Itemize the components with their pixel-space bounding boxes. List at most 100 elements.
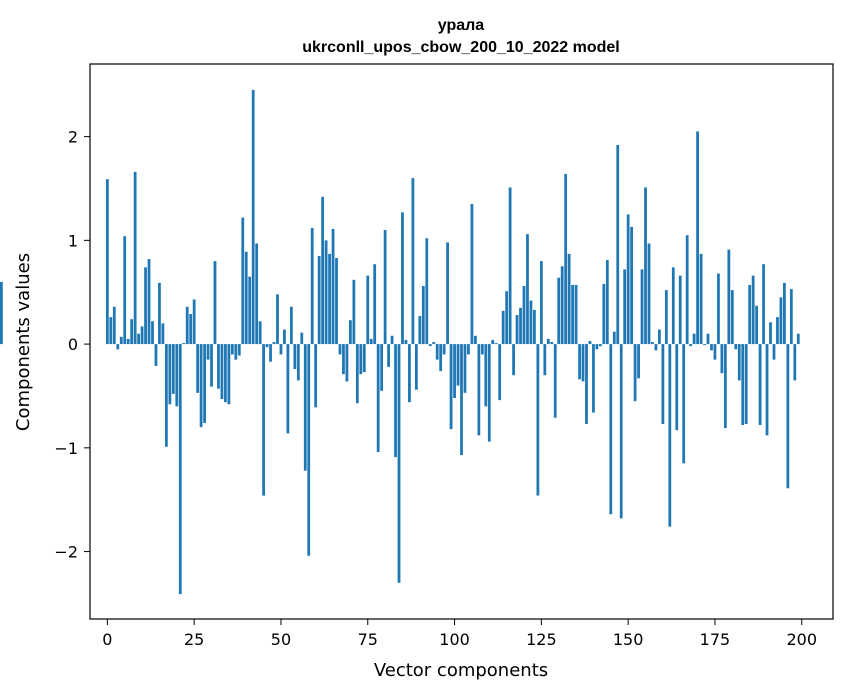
- bar-component-108: [480, 344, 484, 355]
- bar-component-18: [168, 344, 172, 405]
- bar-component-52: [286, 344, 290, 434]
- bar-component-198: [793, 344, 797, 381]
- bar-component-84: [397, 344, 401, 583]
- bar-component-89: [414, 344, 418, 390]
- bar-component-141: [595, 344, 599, 350]
- x-tick-label: 0: [102, 630, 112, 649]
- bar-component-16: [161, 323, 165, 345]
- bar-component-53: [289, 306, 293, 345]
- y-tick-label: −1: [54, 439, 78, 458]
- bar-component-48: [272, 342, 276, 345]
- bar-component-2: [112, 306, 116, 345]
- bar-component-58: [307, 344, 311, 556]
- bar-component-15: [158, 282, 161, 345]
- x-axis-ticks: 0 25 50 75 100 125 150 175 200: [102, 619, 817, 649]
- bar-component-56: [300, 332, 304, 345]
- bar-component-195: [783, 282, 786, 345]
- bar-component-183: [741, 344, 745, 426]
- bar-component-115: [505, 291, 509, 345]
- bar-component-171: [699, 253, 703, 345]
- bar-component-173: [706, 333, 710, 345]
- bar-component-86: [404, 339, 408, 345]
- bar-component-80: [383, 229, 387, 345]
- bar-component-5: [123, 236, 127, 345]
- bar-component-146: [612, 331, 616, 345]
- bar-component-122: [529, 300, 533, 345]
- bar-component-137: [581, 344, 585, 382]
- bar-component-3: [116, 344, 120, 350]
- bar-component-41: [248, 276, 252, 345]
- bar-component-153: [637, 344, 640, 379]
- bar-component-6: [126, 338, 130, 345]
- bar-component-49: [276, 294, 279, 345]
- bar-component-45: [262, 344, 265, 496]
- bar-component-194: [779, 297, 783, 345]
- bar-component-70: [349, 320, 352, 345]
- bar-component-185: [748, 284, 752, 345]
- bar-component-98: [446, 242, 449, 345]
- bar-component-180: [730, 290, 734, 345]
- bar-component-71: [352, 279, 356, 345]
- bar-component-191: [769, 322, 772, 345]
- bar-component-67: [338, 344, 342, 355]
- chart-title-line-1: урала: [438, 17, 485, 34]
- bar-component-117: [512, 344, 515, 376]
- bar-component-156: [647, 243, 651, 345]
- bar-component-121: [526, 234, 529, 345]
- bar-component-11: [144, 267, 147, 345]
- bar-component-177: [720, 344, 724, 374]
- plot-area-frame: [89, 63, 834, 620]
- x-tick-label: 150: [613, 630, 644, 649]
- bar-component-196: [786, 344, 790, 489]
- bar-component-149: [623, 269, 627, 345]
- bar-component-29: [206, 344, 210, 360]
- bar-component-85: [401, 212, 404, 345]
- bar-component-139: [588, 340, 592, 345]
- bar-component-30: [210, 344, 213, 387]
- bar-component-193: [776, 317, 779, 345]
- bar-component-9: [137, 333, 140, 345]
- bar-component-158: [654, 344, 658, 351]
- bar-component-140: [592, 344, 595, 413]
- bar-component-75: [366, 275, 370, 345]
- bar-component-66: [335, 257, 338, 345]
- bar-component-32: [217, 344, 220, 389]
- bar-component-111: [491, 339, 495, 345]
- bar-component-91: [421, 286, 425, 345]
- bar-component-150: [626, 214, 630, 345]
- bar-component-172: [703, 344, 706, 346]
- bar-component-107: [477, 344, 481, 436]
- bar-component-162: [668, 344, 672, 527]
- x-tick-label: 100: [439, 630, 470, 649]
- chart-title-line-2: ukrconll_upos_cbow_200_10_2022 model: [302, 39, 619, 56]
- bar-component-35: [227, 344, 231, 405]
- bar-component-187: [755, 305, 759, 345]
- bar-component-119: [519, 307, 522, 345]
- bar-component-95: [435, 344, 439, 360]
- x-tick-label: 125: [526, 630, 557, 649]
- bar-component-112: [494, 343, 498, 345]
- bar-component-68: [342, 344, 345, 375]
- bar-component-94: [432, 342, 436, 345]
- bar-component-142: [598, 344, 602, 347]
- bar-component-143: [602, 283, 606, 345]
- bar-component-87: [408, 344, 411, 403]
- bar-component-43: [255, 243, 259, 345]
- bar-component-28: [203, 344, 206, 423]
- bar-component-13: [151, 321, 154, 345]
- bar-component-22: [182, 343, 186, 345]
- bar-component-50: [279, 344, 283, 355]
- x-tick-label: 75: [358, 630, 378, 649]
- bar-component-1: [109, 317, 113, 345]
- bar-component-81: [387, 344, 390, 367]
- bar-component-0: [105, 179, 109, 345]
- bar-component-138: [585, 344, 588, 424]
- bar-component-83: [394, 344, 397, 458]
- bar-component-23: [185, 306, 189, 345]
- bar-component-135: [574, 284, 578, 345]
- bar-component-116: [508, 187, 512, 345]
- bar-component-161: [664, 290, 668, 345]
- y-tick-label: 2: [68, 128, 78, 147]
- bar-component-14: [154, 344, 158, 366]
